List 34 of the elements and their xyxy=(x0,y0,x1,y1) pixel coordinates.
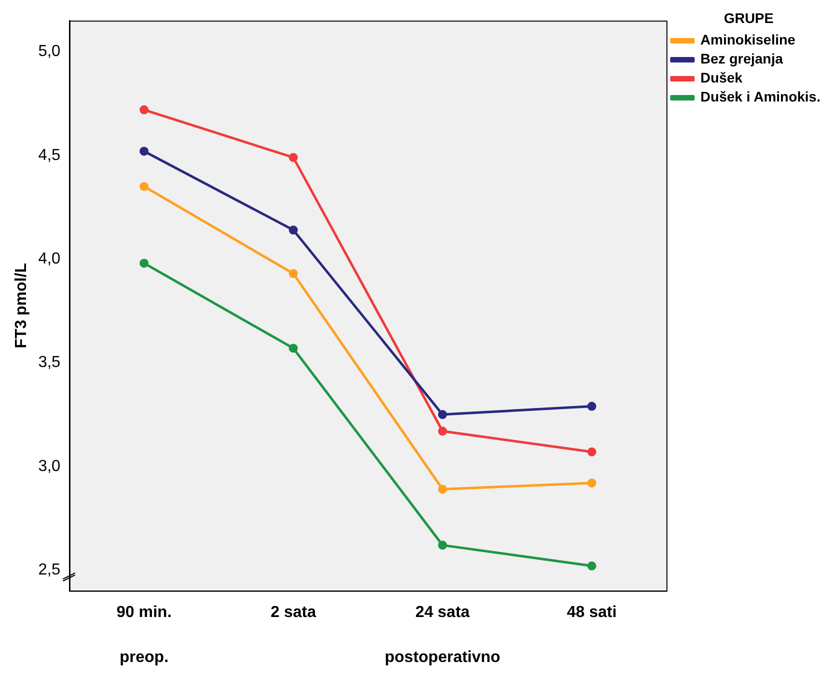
point xyxy=(140,182,149,191)
text: postoperativno xyxy=(384,649,501,666)
point xyxy=(288,269,298,278)
y-tick-label: 3,5 xyxy=(38,354,61,372)
y-tick-label: 5,0 xyxy=(38,43,61,60)
point xyxy=(288,344,298,353)
point xyxy=(438,540,448,550)
point xyxy=(438,426,448,436)
point xyxy=(140,105,149,114)
point xyxy=(438,484,448,494)
point xyxy=(288,152,298,162)
legend-title: GRUPE xyxy=(724,10,774,26)
point xyxy=(438,410,448,420)
point xyxy=(587,478,596,488)
y-tick-label: 4,5 xyxy=(38,146,61,164)
text: preop. xyxy=(120,649,169,666)
point xyxy=(288,226,298,235)
legend-label: Dušek xyxy=(700,70,743,86)
y-axis-title: FT3 pmol/L xyxy=(13,262,30,348)
x-tick-label: 90 min. xyxy=(116,604,172,621)
x-tick-label: 24 sata xyxy=(415,604,470,621)
point xyxy=(587,561,596,570)
y-tick-label: 2,5 xyxy=(38,561,61,578)
y-tick-label: 3,0 xyxy=(38,458,61,475)
point xyxy=(140,146,149,156)
y-tick-label: 4,0 xyxy=(38,250,61,268)
point xyxy=(587,402,596,411)
point xyxy=(140,258,149,268)
legend-label: Dušek i Aminokis. xyxy=(700,88,820,105)
legend-label: Bez grejanja xyxy=(700,50,784,67)
point xyxy=(587,447,596,456)
legend-label: Aminokiseline xyxy=(700,32,796,48)
x-tick-label: 48 sati xyxy=(566,604,617,621)
x-tick-label: 2 sata xyxy=(270,604,316,621)
